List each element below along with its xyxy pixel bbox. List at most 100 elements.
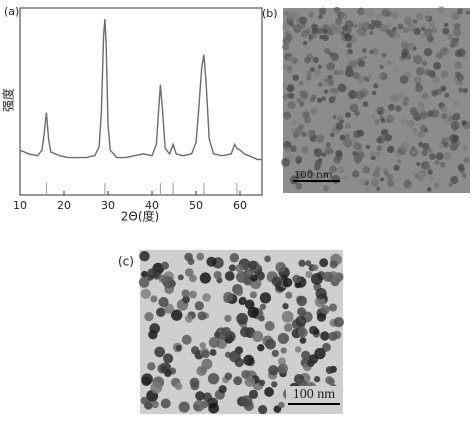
particle <box>306 75 312 81</box>
particle <box>376 137 383 144</box>
particle <box>376 13 383 20</box>
particle <box>239 326 251 338</box>
particle <box>326 62 335 71</box>
particle <box>213 270 222 280</box>
particle <box>314 347 326 360</box>
particle <box>381 52 387 58</box>
particle <box>392 26 397 32</box>
panel-label: (b) <box>262 7 278 20</box>
particle <box>178 401 190 413</box>
particle <box>415 66 425 76</box>
particle <box>345 122 352 129</box>
particle <box>340 31 345 36</box>
particle <box>324 47 331 54</box>
particle <box>314 148 319 154</box>
particle <box>208 336 220 348</box>
particle <box>463 157 470 164</box>
particle <box>434 160 440 165</box>
particle <box>295 315 307 327</box>
particle <box>287 56 294 63</box>
particle <box>287 101 296 110</box>
particle <box>440 70 449 78</box>
particle <box>352 23 358 29</box>
particle <box>386 60 392 66</box>
particle <box>292 24 302 33</box>
particle <box>446 49 451 54</box>
particle <box>442 27 450 35</box>
particle <box>379 64 384 70</box>
particle <box>346 42 352 49</box>
particle <box>154 346 165 358</box>
particle <box>435 152 444 161</box>
particle <box>141 270 148 278</box>
particle <box>403 97 410 104</box>
particle <box>141 376 152 387</box>
particle <box>243 400 254 411</box>
particle <box>336 166 345 174</box>
particle <box>299 16 308 25</box>
particle <box>382 168 388 174</box>
particle <box>300 146 309 154</box>
particle <box>422 142 430 151</box>
x-axis-label: 2Θ(度) <box>121 209 159 224</box>
particle <box>417 171 426 180</box>
particle <box>447 33 454 40</box>
particle <box>140 288 151 299</box>
particle <box>300 23 306 29</box>
particle <box>357 60 366 68</box>
particle <box>278 401 285 409</box>
particle <box>277 365 285 374</box>
particle <box>372 170 380 178</box>
particle <box>338 69 344 76</box>
particle <box>317 64 322 69</box>
particle <box>311 27 318 35</box>
particle <box>174 382 183 391</box>
particle <box>236 312 249 325</box>
particle <box>234 357 244 368</box>
particle <box>387 145 395 153</box>
particle <box>139 250 150 262</box>
particle <box>400 41 409 50</box>
particle <box>461 173 467 179</box>
particle <box>421 26 426 31</box>
particle <box>413 27 421 36</box>
particle <box>413 76 422 84</box>
particle <box>368 23 376 30</box>
particle <box>427 169 433 175</box>
particle <box>365 144 371 150</box>
particle <box>425 164 431 171</box>
particle <box>330 52 339 62</box>
particle <box>374 119 380 125</box>
particle <box>224 271 235 281</box>
particle <box>257 344 265 352</box>
particle <box>309 97 315 103</box>
particle <box>292 74 299 82</box>
particle <box>329 24 336 31</box>
particle <box>149 323 161 334</box>
particle <box>342 175 349 182</box>
particle <box>241 369 251 379</box>
particle <box>407 23 416 32</box>
particle <box>407 120 415 128</box>
x-tick-label: 40 <box>145 199 159 212</box>
particle <box>374 151 381 158</box>
particle <box>375 166 381 173</box>
particle <box>301 350 311 360</box>
particle <box>302 40 308 46</box>
particle <box>184 252 193 262</box>
particle <box>454 37 460 42</box>
particle <box>456 73 464 82</box>
particle <box>353 153 363 163</box>
particle <box>417 102 425 109</box>
particle <box>264 321 275 332</box>
particle <box>140 396 149 405</box>
particle <box>359 178 367 186</box>
particle <box>362 55 367 60</box>
particle <box>283 111 292 120</box>
particle <box>458 87 464 93</box>
particle <box>319 34 325 40</box>
particle <box>158 274 167 283</box>
particle <box>144 311 154 322</box>
particle <box>385 10 392 17</box>
particle <box>351 170 360 178</box>
